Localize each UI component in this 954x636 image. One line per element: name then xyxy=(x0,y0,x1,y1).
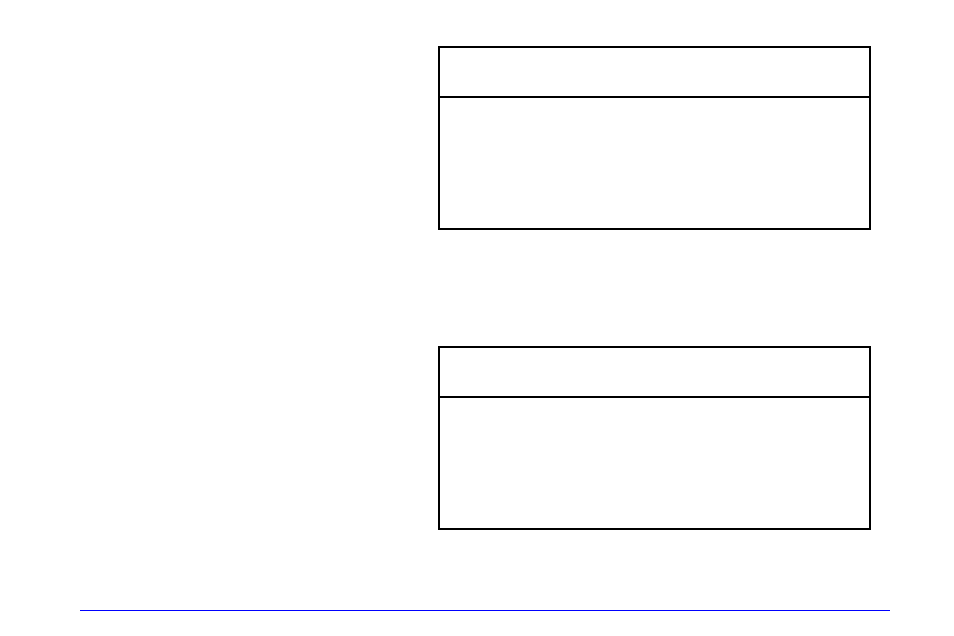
uml-box-2 xyxy=(438,346,871,530)
uml-box-2-divider xyxy=(440,396,869,398)
bottom-separator-line xyxy=(80,610,890,611)
uml-box-1-divider xyxy=(440,96,869,98)
uml-box-1 xyxy=(438,46,871,230)
